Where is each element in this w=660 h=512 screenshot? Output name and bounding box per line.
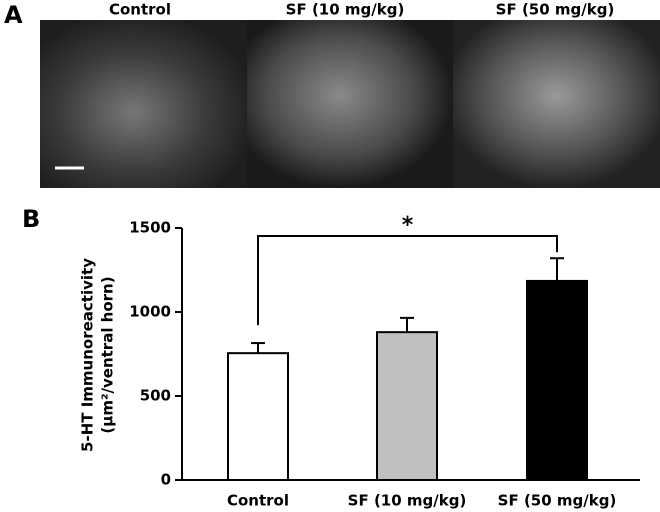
panel-label: A xyxy=(4,1,23,29)
bar xyxy=(376,331,438,481)
y-axis-label: (μm²/ventral horn) xyxy=(99,276,117,433)
panel-label: B xyxy=(22,205,40,233)
image-label: Control xyxy=(109,1,171,19)
micrograph xyxy=(40,20,247,188)
significance-bracket xyxy=(257,235,558,326)
x-tick-label: SF (10 mg/kg) xyxy=(348,492,467,510)
x-tick-label: SF (50 mg/kg) xyxy=(498,492,617,510)
bar xyxy=(526,279,588,482)
image-label: SF (50 mg/kg) xyxy=(496,1,615,19)
micrograph xyxy=(453,20,660,188)
micrographs xyxy=(40,20,660,188)
image-label: SF (10 mg/kg) xyxy=(286,1,405,19)
y-tick-label: 0 xyxy=(161,471,171,489)
y-tick-label: 500 xyxy=(140,387,171,405)
micrograph xyxy=(247,20,453,188)
annotation: * xyxy=(402,213,414,238)
y-axis-label: 5-HT Immunoreactivity xyxy=(79,258,97,452)
y-tick-label: 1000 xyxy=(129,303,171,321)
y-tick-label: 1500 xyxy=(129,219,171,237)
bar xyxy=(227,352,289,481)
x-tick-label: Control xyxy=(227,492,289,510)
